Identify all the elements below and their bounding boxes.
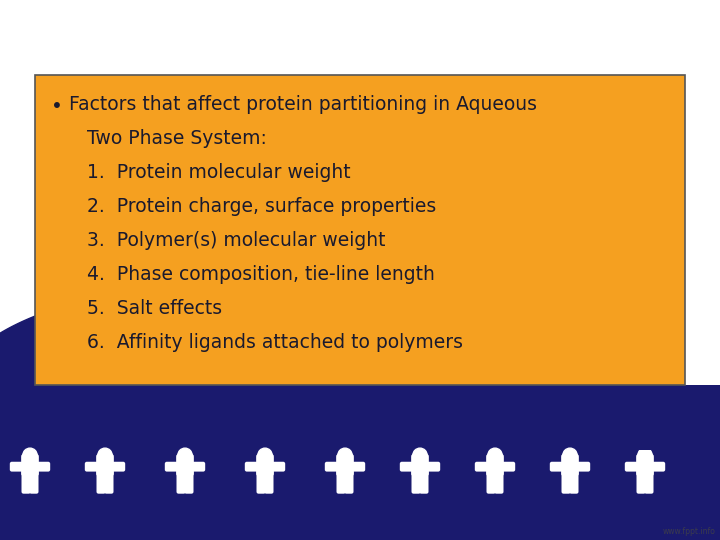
FancyBboxPatch shape bbox=[33, 462, 50, 471]
FancyBboxPatch shape bbox=[411, 454, 429, 476]
FancyBboxPatch shape bbox=[176, 470, 186, 494]
FancyBboxPatch shape bbox=[486, 454, 504, 476]
FancyBboxPatch shape bbox=[85, 462, 102, 471]
FancyBboxPatch shape bbox=[108, 462, 125, 471]
FancyBboxPatch shape bbox=[570, 470, 578, 494]
Text: Two Phase System:: Two Phase System: bbox=[87, 129, 267, 148]
FancyBboxPatch shape bbox=[22, 470, 31, 494]
FancyBboxPatch shape bbox=[30, 470, 38, 494]
FancyBboxPatch shape bbox=[35, 75, 685, 385]
FancyBboxPatch shape bbox=[487, 470, 495, 494]
FancyBboxPatch shape bbox=[636, 454, 654, 476]
Circle shape bbox=[563, 448, 577, 462]
FancyBboxPatch shape bbox=[550, 462, 567, 471]
Polygon shape bbox=[0, 275, 720, 540]
FancyBboxPatch shape bbox=[412, 470, 420, 494]
FancyBboxPatch shape bbox=[498, 462, 516, 471]
Bar bbox=[0, 0, 720, 385]
Circle shape bbox=[488, 448, 502, 462]
FancyBboxPatch shape bbox=[474, 462, 492, 471]
Text: 4.  Phase composition, tie-line length: 4. Phase composition, tie-line length bbox=[87, 265, 435, 284]
Bar bbox=[634, 447, 657, 450]
Bar bbox=[636, 442, 654, 447]
Text: 3.  Polymer(s) molecular weight: 3. Polymer(s) molecular weight bbox=[87, 231, 385, 250]
FancyBboxPatch shape bbox=[644, 470, 654, 494]
FancyBboxPatch shape bbox=[336, 454, 354, 476]
FancyBboxPatch shape bbox=[10, 462, 27, 471]
FancyBboxPatch shape bbox=[348, 462, 365, 471]
Circle shape bbox=[338, 448, 352, 462]
FancyBboxPatch shape bbox=[344, 470, 354, 494]
FancyBboxPatch shape bbox=[184, 470, 194, 494]
FancyBboxPatch shape bbox=[21, 454, 39, 476]
FancyBboxPatch shape bbox=[636, 470, 646, 494]
FancyBboxPatch shape bbox=[400, 462, 417, 471]
FancyBboxPatch shape bbox=[573, 462, 590, 471]
Circle shape bbox=[178, 448, 192, 462]
FancyBboxPatch shape bbox=[104, 470, 114, 494]
FancyBboxPatch shape bbox=[176, 454, 194, 476]
FancyBboxPatch shape bbox=[165, 462, 181, 471]
FancyBboxPatch shape bbox=[264, 470, 274, 494]
FancyBboxPatch shape bbox=[562, 470, 571, 494]
Text: •: • bbox=[51, 97, 63, 116]
FancyBboxPatch shape bbox=[96, 454, 114, 476]
FancyBboxPatch shape bbox=[423, 462, 440, 471]
FancyBboxPatch shape bbox=[325, 462, 342, 471]
Text: Factors that affect protein partitioning in Aqueous: Factors that affect protein partitioning… bbox=[69, 95, 537, 114]
Text: 1.  Protein molecular weight: 1. Protein molecular weight bbox=[87, 163, 351, 182]
FancyBboxPatch shape bbox=[495, 470, 503, 494]
FancyBboxPatch shape bbox=[256, 470, 266, 494]
Circle shape bbox=[98, 448, 112, 462]
FancyBboxPatch shape bbox=[419, 470, 428, 494]
FancyBboxPatch shape bbox=[245, 462, 262, 471]
Circle shape bbox=[638, 448, 652, 462]
Bar bbox=[0, 385, 720, 540]
Text: 2.  Protein charge, surface properties: 2. Protein charge, surface properties bbox=[87, 197, 436, 216]
FancyBboxPatch shape bbox=[336, 470, 346, 494]
Circle shape bbox=[413, 448, 427, 462]
FancyBboxPatch shape bbox=[268, 462, 285, 471]
Text: 6.  Affinity ligands attached to polymers: 6. Affinity ligands attached to polymers bbox=[87, 333, 463, 352]
Text: 5.  Salt effects: 5. Salt effects bbox=[87, 299, 222, 318]
Circle shape bbox=[258, 448, 272, 462]
FancyBboxPatch shape bbox=[256, 454, 274, 476]
FancyBboxPatch shape bbox=[625, 462, 642, 471]
FancyBboxPatch shape bbox=[648, 462, 665, 471]
FancyBboxPatch shape bbox=[96, 470, 106, 494]
Circle shape bbox=[23, 448, 37, 462]
FancyBboxPatch shape bbox=[188, 462, 205, 471]
FancyBboxPatch shape bbox=[561, 454, 579, 476]
Text: www.fppt.info: www.fppt.info bbox=[663, 527, 716, 536]
